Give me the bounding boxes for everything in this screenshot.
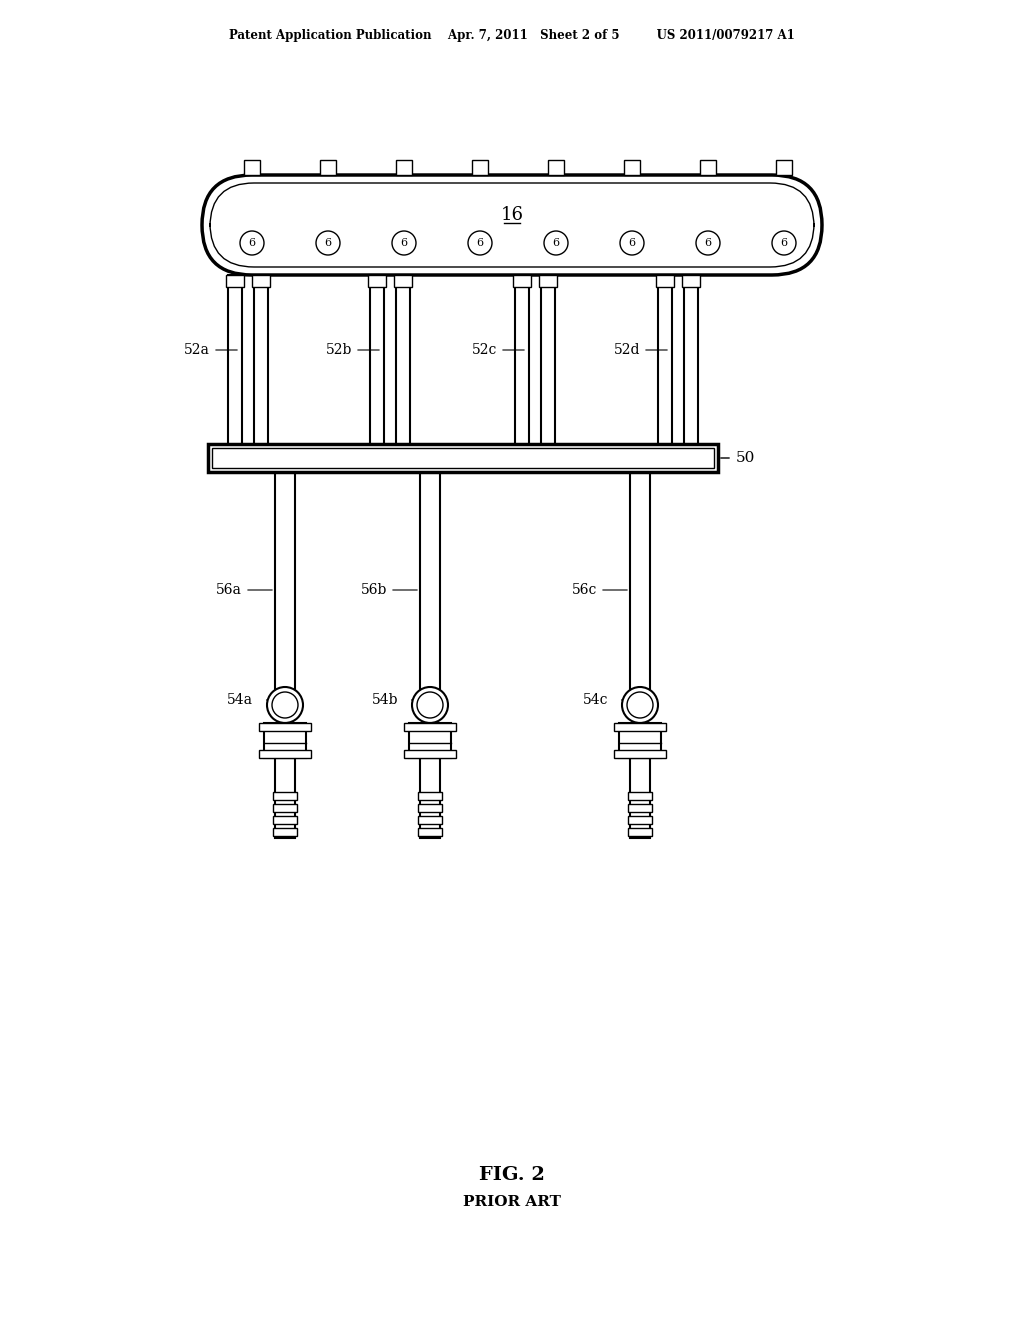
Bar (404, 750, 456, 758)
Bar (394, 275, 412, 286)
Text: 52d: 52d (613, 343, 640, 356)
Circle shape (468, 231, 492, 255)
Bar (513, 275, 531, 286)
Text: 6: 6 (705, 238, 712, 248)
Bar (254, 275, 268, 450)
Bar (614, 723, 666, 731)
Circle shape (316, 231, 340, 255)
Text: 6: 6 (476, 238, 483, 248)
Bar (418, 816, 442, 824)
Circle shape (240, 231, 264, 255)
Bar (319, 160, 336, 176)
Bar (548, 160, 564, 176)
Bar (368, 275, 386, 286)
Bar (418, 828, 442, 836)
Circle shape (627, 692, 653, 718)
Bar (776, 160, 792, 176)
Bar (614, 750, 666, 758)
Text: 56b: 56b (360, 583, 387, 597)
Text: 50: 50 (736, 451, 756, 465)
Bar (656, 275, 674, 286)
Text: 56c: 56c (571, 583, 597, 597)
Bar (628, 828, 652, 836)
Text: 16: 16 (501, 206, 523, 224)
Circle shape (622, 686, 658, 723)
Bar (259, 750, 311, 758)
Bar (700, 160, 716, 176)
Circle shape (544, 231, 568, 255)
Bar (418, 792, 442, 800)
Text: 54c: 54c (583, 693, 608, 708)
Text: 6: 6 (780, 238, 787, 248)
Bar (624, 160, 640, 176)
Circle shape (620, 231, 644, 255)
Circle shape (696, 231, 720, 255)
Circle shape (392, 231, 416, 255)
Text: 6: 6 (400, 238, 408, 248)
Circle shape (772, 231, 796, 255)
Text: PRIOR ART: PRIOR ART (463, 1195, 561, 1209)
Bar (264, 723, 306, 758)
Text: 52b: 52b (326, 343, 352, 356)
Bar (273, 792, 297, 800)
Text: 52c: 52c (472, 343, 497, 356)
Bar (682, 275, 700, 286)
Text: 6: 6 (249, 238, 256, 248)
Bar (228, 275, 242, 450)
FancyBboxPatch shape (210, 183, 814, 267)
Circle shape (417, 692, 443, 718)
Bar (273, 804, 297, 812)
Bar (396, 275, 410, 450)
Bar (628, 804, 652, 812)
Bar (630, 758, 650, 838)
FancyBboxPatch shape (202, 176, 822, 275)
Bar (208, 444, 718, 473)
Bar (658, 275, 672, 450)
Bar (418, 804, 442, 812)
Bar (628, 816, 652, 824)
Bar (370, 275, 384, 450)
Bar (273, 816, 297, 824)
Text: 6: 6 (552, 238, 559, 248)
Bar (404, 723, 456, 731)
Bar (409, 723, 451, 758)
Bar (420, 473, 440, 700)
Bar (259, 723, 311, 731)
Bar (628, 792, 652, 800)
Bar (539, 275, 557, 286)
Bar (420, 758, 440, 838)
Bar (396, 160, 412, 176)
Text: 52a: 52a (184, 343, 210, 356)
Text: 56a: 56a (216, 583, 242, 597)
Bar (244, 160, 260, 176)
Bar (275, 473, 295, 700)
Text: 6: 6 (325, 238, 332, 248)
Text: 54a: 54a (227, 693, 253, 708)
Circle shape (412, 686, 449, 723)
Circle shape (272, 692, 298, 718)
Bar (541, 275, 555, 450)
Bar (472, 160, 488, 176)
Bar (273, 828, 297, 836)
Text: FIG. 2: FIG. 2 (479, 1166, 545, 1184)
Text: Patent Application Publication    Apr. 7, 2011   Sheet 2 of 5         US 2011/00: Patent Application Publication Apr. 7, 2… (229, 29, 795, 41)
Bar (684, 275, 698, 450)
Bar (515, 275, 529, 450)
Bar (252, 275, 270, 286)
Bar (618, 723, 662, 758)
Circle shape (267, 686, 303, 723)
Text: 54b: 54b (372, 693, 398, 708)
Text: 6: 6 (629, 238, 636, 248)
Bar (630, 473, 650, 700)
Bar (275, 758, 295, 838)
Bar (226, 275, 244, 286)
Bar (212, 447, 714, 469)
